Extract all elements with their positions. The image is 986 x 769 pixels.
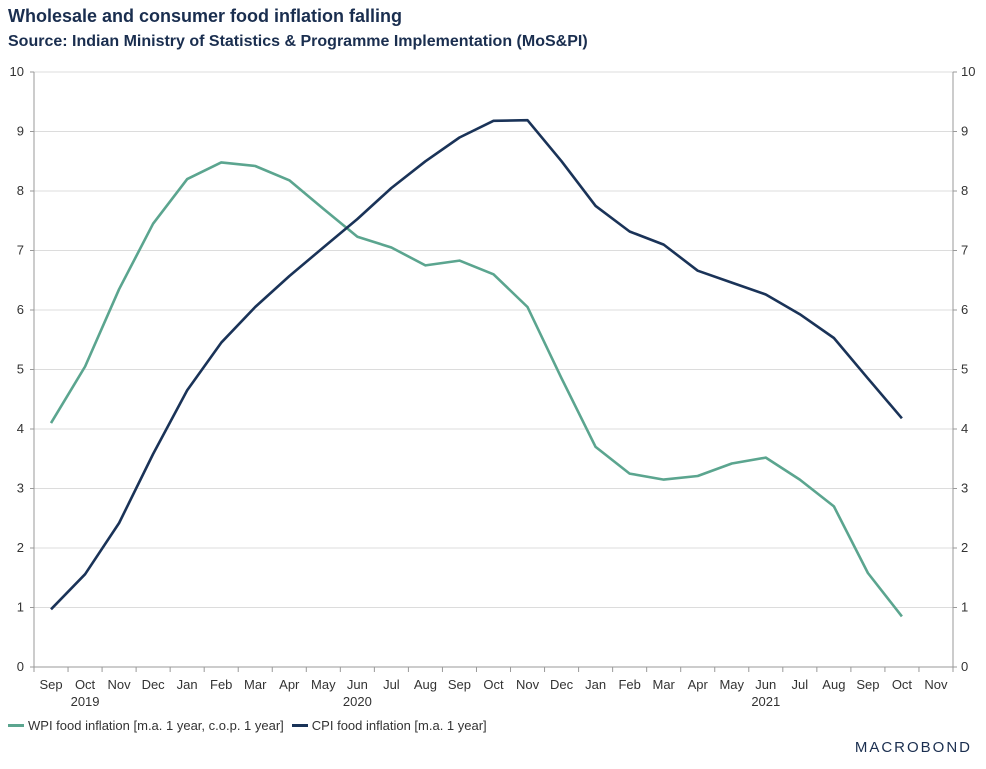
y-tick-label-left-7: 7 bbox=[17, 243, 24, 258]
y-tick-label-right-5: 5 bbox=[961, 362, 968, 377]
series-lines bbox=[49, 118, 903, 618]
x-tick-label-16: Jan bbox=[585, 677, 606, 692]
x-tick-label-20: May bbox=[719, 677, 744, 692]
y-tick-label-left-2: 2 bbox=[17, 540, 24, 555]
legend-label-cpi: CPI food inflation [m.a. 1 year] bbox=[311, 718, 487, 733]
y-tick-label-right-4: 4 bbox=[961, 421, 968, 436]
x-tick-label-7: Apr bbox=[279, 677, 300, 692]
x-tick-label-14: Nov bbox=[516, 677, 540, 692]
x-tick-label-9: Jun bbox=[347, 677, 368, 692]
x-tick-label-21: Jun bbox=[755, 677, 776, 692]
y-tick-label-right-8: 8 bbox=[961, 183, 968, 198]
x-tick-label-3: Dec bbox=[142, 677, 166, 692]
x-tick-label-11: Aug bbox=[414, 677, 437, 692]
y-tick-label-right-0: 0 bbox=[961, 659, 968, 674]
x-tick-label-10: Jul bbox=[383, 677, 400, 692]
y-axis-right: 0 1 2 3 4 5 6 7 8 9 10 bbox=[952, 64, 975, 674]
x-year-label-2019: 2019 bbox=[71, 694, 100, 709]
series-line-wpi bbox=[49, 161, 903, 618]
x-tick-label-19: Apr bbox=[688, 677, 709, 692]
y-axis-left: 0 1 2 3 4 5 6 7 8 9 10 bbox=[10, 64, 35, 674]
y-tick-label-right-9: 9 bbox=[961, 124, 968, 139]
y-tick-label-left-4: 4 bbox=[17, 421, 24, 436]
x-tick-label-8: May bbox=[311, 677, 336, 692]
y-tick-label-left-6: 6 bbox=[17, 302, 24, 317]
x-tick-label-6: Mar bbox=[244, 677, 267, 692]
y-tick-label-right-2: 2 bbox=[961, 540, 968, 555]
chart-subtitle: Source: Indian Ministry of Statistics & … bbox=[8, 33, 588, 50]
x-tick-label-22: Jul bbox=[792, 677, 809, 692]
y-tick-label-right-3: 3 bbox=[961, 481, 968, 496]
legend: WPI food inflation [m.a. 1 year, c.o.p. … bbox=[8, 718, 487, 733]
x-tick-label-5: Feb bbox=[210, 677, 232, 692]
legend-swatch-wpi bbox=[8, 724, 24, 727]
grid-lines bbox=[34, 71, 953, 668]
x-tick-label-18: Mar bbox=[652, 677, 675, 692]
y-tick-label-right-6: 6 bbox=[961, 302, 968, 317]
y-tick-label-left-3: 3 bbox=[17, 481, 24, 496]
legend-swatch-cpi bbox=[291, 724, 308, 727]
y-tick-label-left-9: 9 bbox=[17, 124, 24, 139]
x-year-label-2020: 2020 bbox=[343, 694, 372, 709]
x-axis: Sep Oct Nov Dec Jan Feb Mar Apr May Jun Jul Aug Sep O… bbox=[33, 667, 954, 709]
legend-item-cpi: CPI food inflation [m.a. 1 year] bbox=[291, 718, 487, 733]
y-tick-label-left-10: 10 bbox=[10, 64, 24, 79]
x-year-label-2021: 2021 bbox=[751, 694, 780, 709]
y-tick-label-left-5: 5 bbox=[17, 362, 24, 377]
x-tick-label-17: Feb bbox=[618, 677, 640, 692]
x-tick-label-24: Sep bbox=[856, 677, 879, 692]
y-tick-label-right-7: 7 bbox=[961, 243, 968, 258]
y-tick-label-right-1: 1 bbox=[961, 600, 968, 615]
x-tick-label-26: Nov bbox=[924, 677, 948, 692]
x-tick-label-13: Oct bbox=[483, 677, 504, 692]
x-tick-label-2: Nov bbox=[108, 677, 132, 692]
x-tick-label-0: Sep bbox=[39, 677, 62, 692]
y-tick-label-left-8: 8 bbox=[17, 183, 24, 198]
y-tick-label-left-1: 1 bbox=[17, 600, 24, 615]
chart-title: Wholesale and consumer food inflation fa… bbox=[8, 6, 403, 26]
series-line-cpi bbox=[50, 118, 903, 611]
x-tick-label-25: Oct bbox=[892, 677, 913, 692]
x-tick-label-12: Sep bbox=[448, 677, 471, 692]
x-tick-label-23: Aug bbox=[822, 677, 845, 692]
x-tick-label-1: Oct bbox=[75, 677, 96, 692]
legend-label-wpi: WPI food inflation [m.a. 1 year, c.o.p. … bbox=[28, 718, 284, 733]
x-tick-label-15: Dec bbox=[550, 677, 574, 692]
y-tick-label-right-10: 10 bbox=[961, 64, 975, 79]
legend-item-wpi: WPI food inflation [m.a. 1 year, c.o.p. … bbox=[8, 718, 284, 733]
y-tick-label-left-0: 0 bbox=[17, 659, 24, 674]
x-tick-label-4: Jan bbox=[177, 677, 198, 692]
macrobond-logo: MACROBOND bbox=[854, 739, 972, 756]
